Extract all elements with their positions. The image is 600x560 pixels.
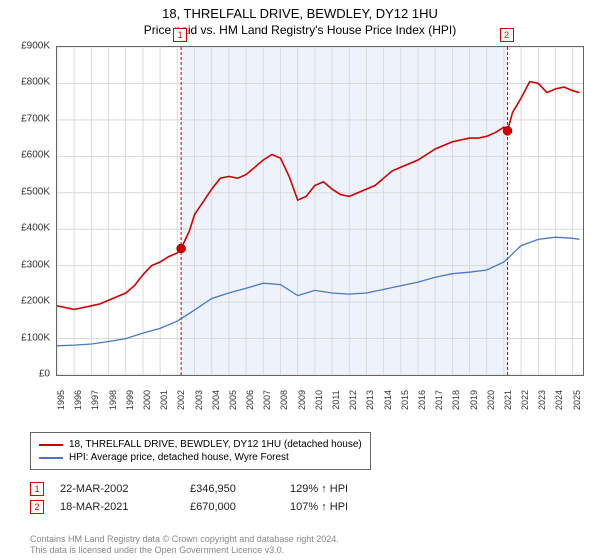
x-tick-label: 1998 xyxy=(108,390,118,410)
title-address: 18, THRELFALL DRIVE, BEWDLEY, DY12 1HU xyxy=(0,6,600,21)
legend-row: HPI: Average price, detached house, Wyre… xyxy=(39,452,362,463)
x-tick-label: 2018 xyxy=(451,390,461,410)
plot-svg xyxy=(57,47,583,375)
y-tick-label: £200K xyxy=(21,296,50,307)
x-tick-label: 2004 xyxy=(211,390,221,410)
x-tick-label: 2007 xyxy=(262,390,272,410)
footer: Contains HM Land Registry data © Crown c… xyxy=(30,534,339,557)
x-tick-label: 1996 xyxy=(73,390,83,410)
footer-line-1: Contains HM Land Registry data © Crown c… xyxy=(30,534,339,545)
x-tick-label: 2001 xyxy=(159,390,169,410)
legend: 18, THRELFALL DRIVE, BEWDLEY, DY12 1HU (… xyxy=(30,432,371,470)
sale-marker: 2 xyxy=(30,500,44,514)
x-tick-label: 2016 xyxy=(417,390,427,410)
sale-hpi: 107% ↑ HPI xyxy=(290,501,400,513)
x-tick-label: 2023 xyxy=(537,390,547,410)
x-tick-label: 2010 xyxy=(314,390,324,410)
x-tick-label: 2021 xyxy=(503,390,513,410)
legend-label: HPI: Average price, detached house, Wyre… xyxy=(69,452,289,463)
y-tick-label: £400K xyxy=(21,223,50,234)
x-tick-label: 2009 xyxy=(297,390,307,410)
x-tick-label: 2019 xyxy=(469,390,479,410)
y-tick-label: £0 xyxy=(39,369,50,380)
x-tick-label: 2011 xyxy=(331,390,341,409)
x-tick-label: 2022 xyxy=(520,390,530,410)
plot-area xyxy=(56,46,584,376)
chart-container: 18, THRELFALL DRIVE, BEWDLEY, DY12 1HU P… xyxy=(0,0,600,560)
y-tick-label: £300K xyxy=(21,259,50,270)
x-tick-label: 2017 xyxy=(434,390,444,410)
y-axis-labels: £0£100K£200K£300K£400K£500K£600K£700K£80… xyxy=(8,46,52,376)
x-tick-label: 2000 xyxy=(142,390,152,410)
x-tick-label: 2024 xyxy=(554,390,564,410)
chart-area: £0 £100K £200K £300K £400K £500K £600K £700K £80… xyxy=(8,46,592,402)
sale-date: 22-MAR-2002 xyxy=(60,483,190,495)
sale-marker: 1 xyxy=(30,482,44,496)
x-tick-label: 2008 xyxy=(279,390,289,410)
x-tick-label: 1999 xyxy=(125,390,135,410)
x-tick-label: 2013 xyxy=(365,390,375,410)
y-tick-label: £800K xyxy=(21,77,50,88)
sale-price: £346,950 xyxy=(190,483,290,495)
x-tick-label: 2020 xyxy=(486,390,496,410)
x-tick-label: 1995 xyxy=(56,390,66,410)
x-axis-labels: 1995199619971998199920002001200220032004… xyxy=(56,378,584,402)
x-tick-label: 2003 xyxy=(194,390,204,410)
y-tick-label: £100K xyxy=(21,332,50,343)
sale-hpi: 129% ↑ HPI xyxy=(290,483,400,495)
x-tick-label: 2025 xyxy=(572,390,582,410)
y-tick-label: £500K xyxy=(21,186,50,197)
y-tick-label: £900K xyxy=(21,41,50,52)
x-tick-label: 2012 xyxy=(348,390,358,410)
sale-price: £670,000 xyxy=(190,501,290,513)
x-tick-label: 2015 xyxy=(400,390,410,410)
legend-swatch xyxy=(39,444,63,446)
sale-row: 1 22-MAR-2002£346,950129% ↑ HPI xyxy=(30,482,400,496)
x-tick-label: 2006 xyxy=(245,390,255,410)
y-tick-label: £600K xyxy=(21,150,50,161)
sale-row: 2 18-MAR-2021£670,000107% ↑ HPI xyxy=(30,500,400,514)
x-tick-label: 2005 xyxy=(228,390,238,410)
event-marker-1: 1 xyxy=(173,28,187,42)
legend-swatch xyxy=(39,457,63,459)
x-tick-label: 1997 xyxy=(90,390,100,410)
legend-row: 18, THRELFALL DRIVE, BEWDLEY, DY12 1HU (… xyxy=(39,439,362,450)
x-tick-label: 2002 xyxy=(176,390,186,410)
footer-line-2: This data is licensed under the Open Gov… xyxy=(30,545,339,556)
x-tick-label: 2014 xyxy=(383,390,393,410)
sale-date: 18-MAR-2021 xyxy=(60,501,190,513)
sales-list: 1 22-MAR-2002£346,950129% ↑ HPI 2 18-MAR-20… xyxy=(30,478,400,518)
legend-label: 18, THRELFALL DRIVE, BEWDLEY, DY12 1HU (… xyxy=(69,439,362,450)
event-marker-2: 2 xyxy=(500,28,514,42)
y-tick-label: £700K xyxy=(21,113,50,124)
